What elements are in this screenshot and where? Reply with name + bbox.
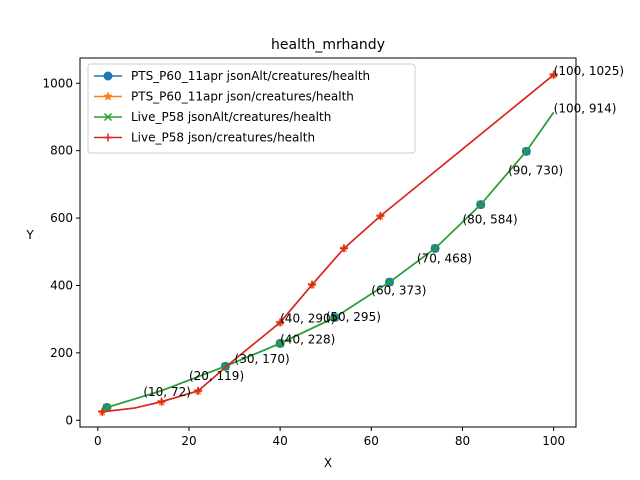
data-point-x [330,313,339,322]
series-line [106,111,555,409]
data-point-plus [194,386,203,395]
y-tick-label: 400 [50,278,73,292]
annotation-label: (90, 730) [508,163,563,177]
x-tick-label: 60 [364,434,379,448]
legend: PTS_P60_11apr jsonAlt/creatures/health PT… [87,63,416,154]
x-tick-label: 20 [181,434,196,448]
data-point-x [385,278,394,287]
annotation-label: (70, 468) [417,252,472,266]
y-axis-label: Y [25,228,34,242]
legend-label: Live_P58 jsonAlt/creatures/health [131,110,331,124]
data-point-x [476,200,485,209]
legend-entry: Live_P58 jsonAlt/creatures/health [94,110,331,124]
annotation-label: (20, 119) [189,369,244,383]
legend-box [87,63,416,154]
legend-label: PTS_P60_11apr jsonAlt/creatures/health [131,69,370,83]
y-tick-label: 0 [65,413,73,427]
annotation-label: (100, 1025) [554,64,624,78]
x-tick-label: 80 [455,434,470,448]
series-2 [102,111,555,412]
legend-label: PTS_P60_11apr json/creatures/health [131,90,354,104]
data-point-plus [276,318,285,327]
series-3 [98,70,558,416]
series-0 [102,111,555,412]
data-point-x [431,244,440,253]
annotation-label: (50, 295) [326,310,381,324]
annotation-label: (100, 914) [554,101,617,115]
data-point-plus [98,407,107,416]
annotation-label: (60, 373) [371,284,426,298]
data-point-plus [308,280,317,289]
x-axis: 0 20 40 60 80 100 [94,427,565,448]
data-point-plus [376,212,385,221]
annotation-label: (30, 170) [235,352,290,366]
legend-entry: PTS_P60_11apr json/creatures/health [94,90,354,104]
series-line [102,74,555,413]
annotations: (100, 1025) (100, 914) (90, 730) (80, 584) (… [143,64,624,399]
data-point-plus [104,133,112,142]
plot-area: (100, 1025) (100, 914) (90, 730) (80, 584) (… [97,64,624,417]
data-point-x [276,339,285,348]
y-tick-label: 1000 [42,76,73,90]
y-axis: 0 200 400 600 800 1000 [42,76,80,427]
annotation-label: (40, 290) [280,312,335,326]
data-point-x [522,147,531,156]
x-tick-label: 100 [542,434,565,448]
y-tick-label: 600 [50,211,73,225]
y-tick-label: 200 [50,346,73,360]
x-tick-label: 0 [94,434,102,448]
axes-frame [79,57,577,428]
y-tick-label: 800 [50,144,73,158]
data-point-x [103,112,113,122]
data-point-x [102,403,111,412]
data-point-plus [339,244,348,253]
x-tick-label: 40 [272,434,287,448]
legend-entry: PTS_P60_11apr jsonAlt/creatures/health [94,69,370,83]
chart-title: health_mrhandy [271,37,385,53]
series-line [106,111,555,409]
legend-entry: Live_P58 json/creatures/health [94,131,315,145]
data-point-circle [103,71,113,81]
annotation-label: (80, 584) [462,212,517,226]
annotation-label: (40, 228) [280,332,335,346]
annotation-label: (10, 72) [143,385,191,399]
data-point-plus [157,397,166,406]
data-point-plus [549,70,558,79]
data-point-star [103,91,113,101]
x-axis-label: X [324,456,332,470]
legend-label: Live_P58 json/creatures/health [131,131,315,145]
